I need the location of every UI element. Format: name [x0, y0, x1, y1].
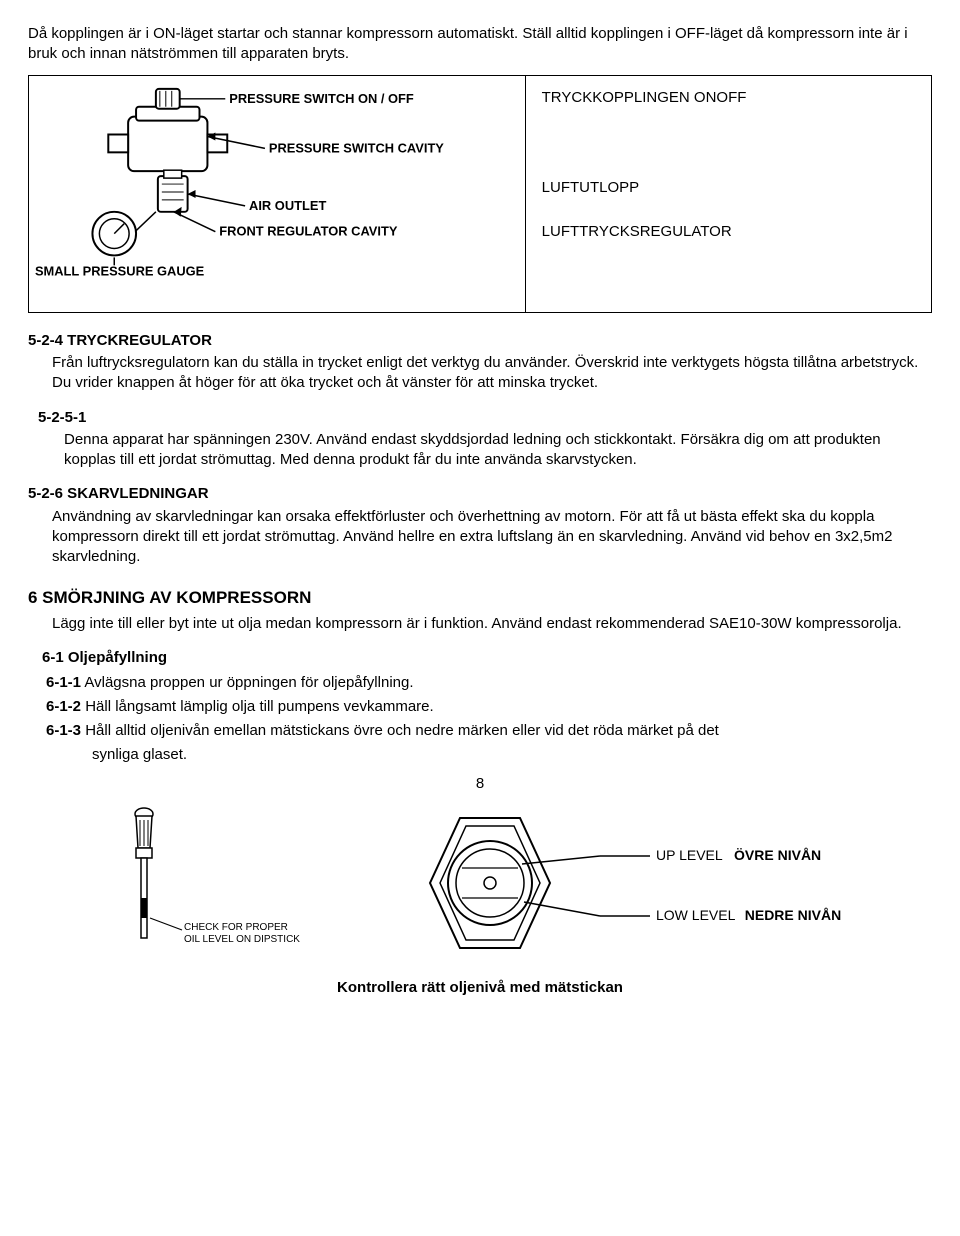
dipstick-diagram: CHECK FOR PROPER OIL LEVEL ON DIPSTICK: [90, 798, 310, 968]
heading-6: 6 SMÖRJNING AV KOMPRESSORN: [28, 587, 932, 610]
spacer: [542, 204, 921, 216]
body-5-2-6: Användning av skarvledningar kan orsaka …: [52, 507, 932, 568]
heading-5-2-5-1: 5-2-5-1: [38, 408, 932, 428]
pressure-switch-diagram: PRESSURE SWITCH ON / OFF PRESSURE SWITCH…: [29, 76, 525, 306]
oil-level-diagram: UP LEVEL ÖVRE NIVÅN LOW LEVEL NEDRE NIVÅ…: [350, 798, 870, 968]
intro-paragraph: Då kopplingen är i ON-läget startar och …: [28, 24, 932, 65]
label-low-level: LOW LEVEL NEDRE NIVÅN: [656, 907, 841, 923]
num-6-1-3: 6-1-3: [46, 722, 81, 739]
label-lufttrycksregulator: LUFTTRYCKSREGULATOR: [542, 222, 921, 242]
diagram-table: PRESSURE SWITCH ON / OFF PRESSURE SWITCH…: [28, 75, 932, 313]
diagram-cell-right: TRYCKKOPPLINGEN ONOFF LUFTUTLOPP LUFTTRY…: [525, 75, 931, 312]
diagram-cell-left: PRESSURE SWITCH ON / OFF PRESSURE SWITCH…: [29, 75, 526, 312]
bottom-figure: CHECK FOR PROPER OIL LEVEL ON DIPSTICK U…: [28, 798, 932, 968]
line-6-1-3b: synliga glaset.: [92, 745, 932, 765]
line-6-1-3: 6-1-3 Håll alltid oljenivån emellan mäts…: [46, 721, 932, 741]
body-6: Lägg inte till eller byt inte ut olja me…: [52, 614, 932, 634]
label-front-regulator-cavity: FRONT REGULATOR CAVITY: [219, 223, 398, 238]
num-6-1-1: 6-1-1: [46, 674, 81, 691]
label-tryckkopplingen: TRYCKKOPPLINGEN ONOFF: [542, 88, 921, 108]
heading-5-2-6: 5-2-6 SKARVLEDNINGAR: [28, 484, 932, 504]
body-5-2-5-1: Denna apparat har spänningen 230V. Använ…: [64, 430, 932, 471]
label-pressure-switch-on-off: PRESSURE SWITCH ON / OFF: [229, 90, 414, 105]
line-6-1-2: 6-1-2 Häll långsamt lämplig olja till pu…: [46, 697, 932, 717]
spacer: [542, 114, 921, 172]
num-6-1-2: 6-1-2: [46, 698, 81, 715]
bottom-caption: Kontrollera rätt oljenivå med mätstickan: [28, 978, 932, 998]
line-6-1-1: 6-1-1 Avlägsna proppen ur öppningen för …: [46, 673, 932, 693]
label-luftutlopp: LUFTUTLOPP: [542, 178, 921, 198]
label-small-pressure-gauge: SMALL PRESSURE GAUGE: [35, 263, 205, 278]
heading-5-2-4: 5-2-4 TRYCKREGULATOR: [28, 331, 932, 351]
heading-6-1: 6-1 Oljepåfyllning: [42, 648, 932, 668]
label-up-level: UP LEVEL ÖVRE NIVÅN: [656, 847, 821, 863]
label-air-outlet: AIR OUTLET: [249, 197, 326, 212]
body-5-2-4: Från luftrycksregulatorn kan du ställa i…: [52, 353, 932, 394]
label-pressure-switch-cavity: PRESSURE SWITCH CAVITY: [269, 140, 444, 155]
txt-6-1-3b: synliga glaset.: [92, 746, 187, 763]
label-dipstick-2: OIL LEVEL ON DIPSTICK: [184, 934, 300, 945]
txt-6-1-2: Häll långsamt lämplig olja till pumpens …: [81, 698, 434, 715]
txt-6-1-1: Avlägsna proppen ur öppningen för oljepå…: [81, 674, 413, 691]
page-number: 8: [28, 774, 932, 794]
label-dipstick-1: CHECK FOR PROPER: [184, 922, 288, 933]
txt-6-1-3: Håll alltid oljenivån emellan mätstickan…: [81, 722, 719, 739]
